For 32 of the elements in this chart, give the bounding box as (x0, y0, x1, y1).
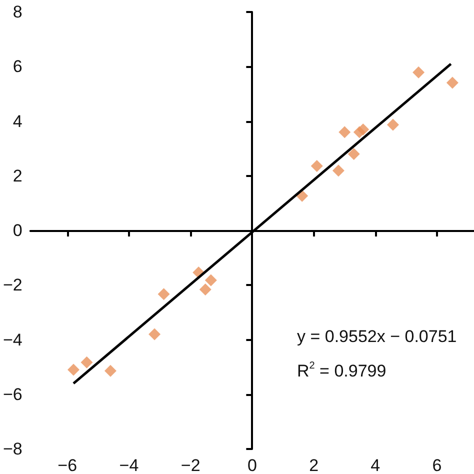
point (310, 160, 323, 172)
point (104, 364, 116, 377)
y-tick-label: 0 (12, 221, 22, 240)
point (386, 118, 399, 131)
x-tick-label: 4 (370, 456, 380, 474)
point (148, 328, 161, 340)
point (446, 76, 458, 89)
x-tick-label: 0 (247, 456, 257, 474)
annotation: y = 0.9552x − 0.0751 (297, 327, 457, 346)
point (412, 66, 425, 78)
point (158, 288, 170, 300)
point (348, 148, 360, 160)
y-tick-label: 8 (12, 2, 22, 22)
y-tick-label: −6 (2, 384, 22, 404)
x-tick-label: −6 (58, 456, 78, 474)
x-tick-label: −4 (119, 456, 139, 474)
point (338, 126, 351, 138)
point (204, 274, 217, 286)
point (199, 283, 212, 296)
x-tick-label: 6 (432, 456, 442, 474)
x-tick-label: 2 (309, 456, 319, 474)
point (80, 356, 93, 368)
y-tick-label: 4 (12, 112, 22, 131)
y-tick-label: −2 (2, 276, 22, 295)
y-tick-label: 2 (12, 166, 22, 186)
x-tick-label: −2 (180, 456, 200, 474)
y-tick-label: 6 (12, 57, 22, 76)
point (357, 123, 370, 136)
y-tick-label: −8 (2, 440, 22, 458)
y-tick-label: −4 (2, 330, 22, 350)
point (68, 364, 80, 376)
point (332, 164, 344, 177)
